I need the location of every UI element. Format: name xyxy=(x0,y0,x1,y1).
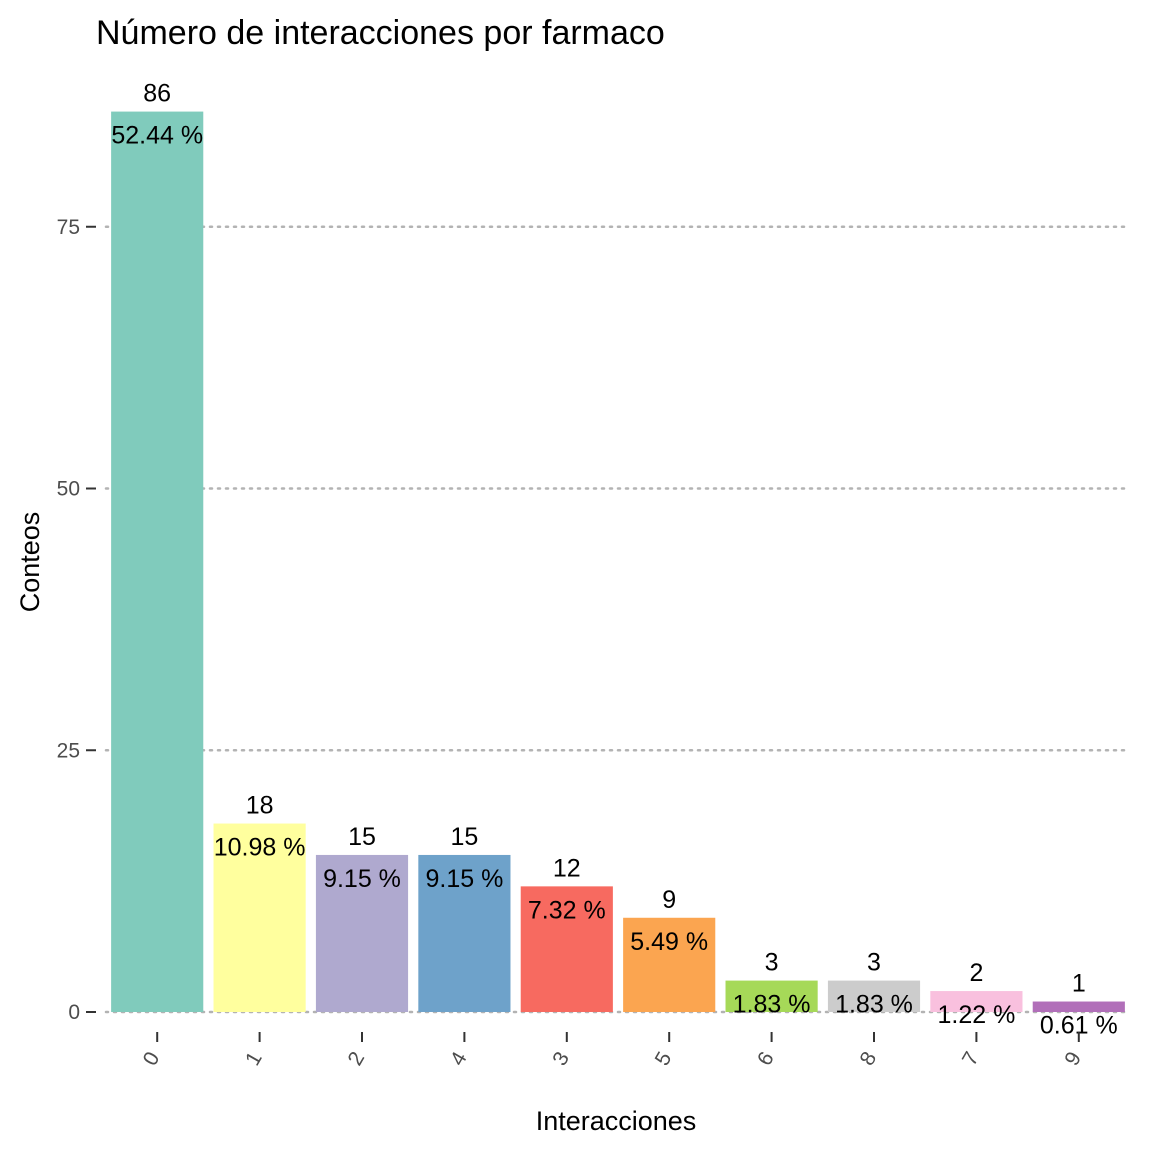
bar-8 xyxy=(827,980,921,1012)
x-tick-label: 5 xyxy=(651,1048,677,1070)
y-tick-label: 50 xyxy=(57,478,80,501)
x-tick-label: 2 xyxy=(343,1048,369,1070)
bar-percent-label: 10.98 % xyxy=(214,834,306,862)
bar-percent-label: 9.15 % xyxy=(323,865,401,893)
x-tick-label: 4 xyxy=(446,1048,472,1070)
x-tick-label: 3 xyxy=(548,1048,574,1070)
bar-percent-label: 5.49 % xyxy=(630,928,708,956)
bar-5 xyxy=(623,917,716,1012)
bar-count-label: 18 xyxy=(246,792,274,820)
bar-count-label: 15 xyxy=(348,823,376,851)
bar-count-label: 1 xyxy=(1072,970,1086,998)
x-tick-label: 6 xyxy=(753,1048,779,1070)
bars xyxy=(111,111,1125,1012)
bar-3 xyxy=(520,886,613,1012)
bar-count-label: 3 xyxy=(765,949,779,977)
x-tick-label: 8 xyxy=(855,1048,881,1070)
bar-count-label: 3 xyxy=(867,949,881,977)
x-tick-label: 1 xyxy=(241,1048,267,1070)
x-axis-title: Interacciones xyxy=(536,1106,697,1136)
y-tick-label: 0 xyxy=(68,1001,80,1024)
bar-9 xyxy=(1032,1001,1125,1012)
chart-title: Número de interacciones por farmaco xyxy=(96,14,665,52)
bar-count-label: 15 xyxy=(450,823,478,851)
y-axis-title: Conteos xyxy=(15,512,45,613)
y-axis: 0 25 50 75 xyxy=(57,216,96,1024)
bar-2 xyxy=(315,854,409,1012)
x-tick-label: 0 xyxy=(139,1048,165,1070)
bar-percent-label: 9.15 % xyxy=(425,865,503,893)
bar-count-label: 9 xyxy=(662,886,676,914)
bar-1 xyxy=(213,823,306,1012)
bar-count-label: 12 xyxy=(553,854,581,882)
bar-count-label: 2 xyxy=(969,959,983,987)
x-tick-label: 7 xyxy=(958,1048,984,1070)
y-tick-label: 75 xyxy=(57,216,80,239)
bar-count-label: 86 xyxy=(143,80,171,108)
bar-percent-label: 1.22 % xyxy=(937,1001,1015,1029)
bar-7 xyxy=(930,991,1023,1012)
bar-4 xyxy=(418,854,511,1012)
bar-percent-label: 7.32 % xyxy=(528,896,606,924)
y-tick-label: 25 xyxy=(57,739,80,762)
bar-percent-label: 52.44 % xyxy=(111,122,203,150)
bar-0 xyxy=(111,111,204,1012)
x-tick-label: 9 xyxy=(1060,1048,1086,1070)
bar-percent-label: 1.83 % xyxy=(733,991,811,1019)
bar-6 xyxy=(725,980,818,1012)
x-axis: 0 1 2 4 3 5 6 8 7 9 xyxy=(139,1032,1086,1070)
bar-percent-label: 1.83 % xyxy=(835,991,913,1019)
